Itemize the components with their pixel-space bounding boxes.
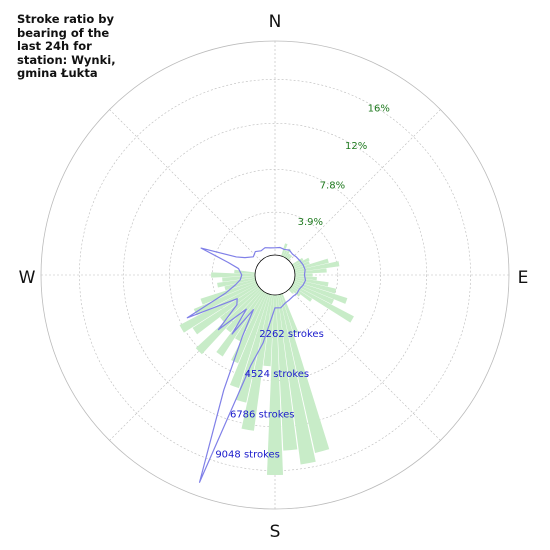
- ratio-bar: [294, 277, 329, 287]
- ratio-bar: [279, 294, 330, 453]
- ratio-bar: [231, 292, 268, 364]
- ratio-tick-label: 12%: [345, 141, 367, 152]
- ratio-bar: [288, 288, 294, 294]
- compass-label-s: S: [270, 522, 281, 542]
- compass-label-e: E: [518, 268, 529, 288]
- ratio-bar: [292, 282, 334, 305]
- ratio-bar: [277, 294, 316, 465]
- radial-gridline: [288, 109, 441, 262]
- ratio-bar: [263, 294, 275, 367]
- compass-label-w: W: [19, 268, 36, 288]
- ratio-bar: [236, 294, 271, 403]
- compass-label-n: N: [269, 12, 282, 32]
- ratio-bar: [293, 261, 310, 269]
- ratio-bar: [211, 272, 256, 278]
- ring-gridline: [79, 79, 471, 471]
- ring-gridline: [123, 123, 427, 427]
- ratio-bar: [293, 281, 348, 304]
- ratio-bar: [287, 254, 293, 261]
- ratio-bar: [282, 250, 288, 258]
- count-tick-label: 9048 strokes: [215, 450, 280, 461]
- ratio-bar: [291, 284, 354, 323]
- ratio-bar: [193, 282, 258, 316]
- ratio-bar: [275, 294, 298, 451]
- ratio-bar: [192, 285, 260, 335]
- stroke-count-line: [186, 246, 307, 483]
- ratio-bar: [294, 258, 329, 271]
- ratio-bar: [285, 253, 291, 260]
- ratio-bar: [291, 257, 304, 266]
- ratio-bar: [229, 293, 269, 389]
- radial-gridline: [109, 109, 262, 262]
- ratio-bar: [294, 261, 340, 273]
- ratio-bar: [222, 275, 256, 282]
- ratio-bar: [290, 285, 313, 302]
- ratio-bar: [234, 269, 256, 275]
- ratio-bar: [266, 294, 284, 475]
- ratio-bar: [289, 287, 301, 297]
- ratio-tick-label: 3.9%: [298, 217, 323, 228]
- count-tick-label: 2262 strokes: [259, 329, 324, 340]
- ratio-bar: [195, 288, 262, 355]
- ratio-bar: [241, 294, 273, 431]
- ratio-tick-label: 16%: [368, 103, 390, 114]
- chart-title: Stroke ratio by bearing of the last 24h …: [17, 12, 116, 80]
- ratio-bar: [294, 275, 317, 281]
- ratio-tick-label: 7.8%: [320, 180, 345, 191]
- ratio-bar: [217, 277, 256, 288]
- count-tick-label: 4524 strokes: [245, 369, 310, 380]
- ratio-bar: [216, 290, 265, 357]
- ratio-bar: [179, 284, 259, 333]
- count-tick-label: 6786 strokes: [230, 409, 295, 420]
- ratio-bar: [294, 268, 327, 275]
- ratio-bar: [294, 273, 313, 277]
- ratio-bar: [200, 281, 257, 305]
- center-hole: [254, 254, 296, 296]
